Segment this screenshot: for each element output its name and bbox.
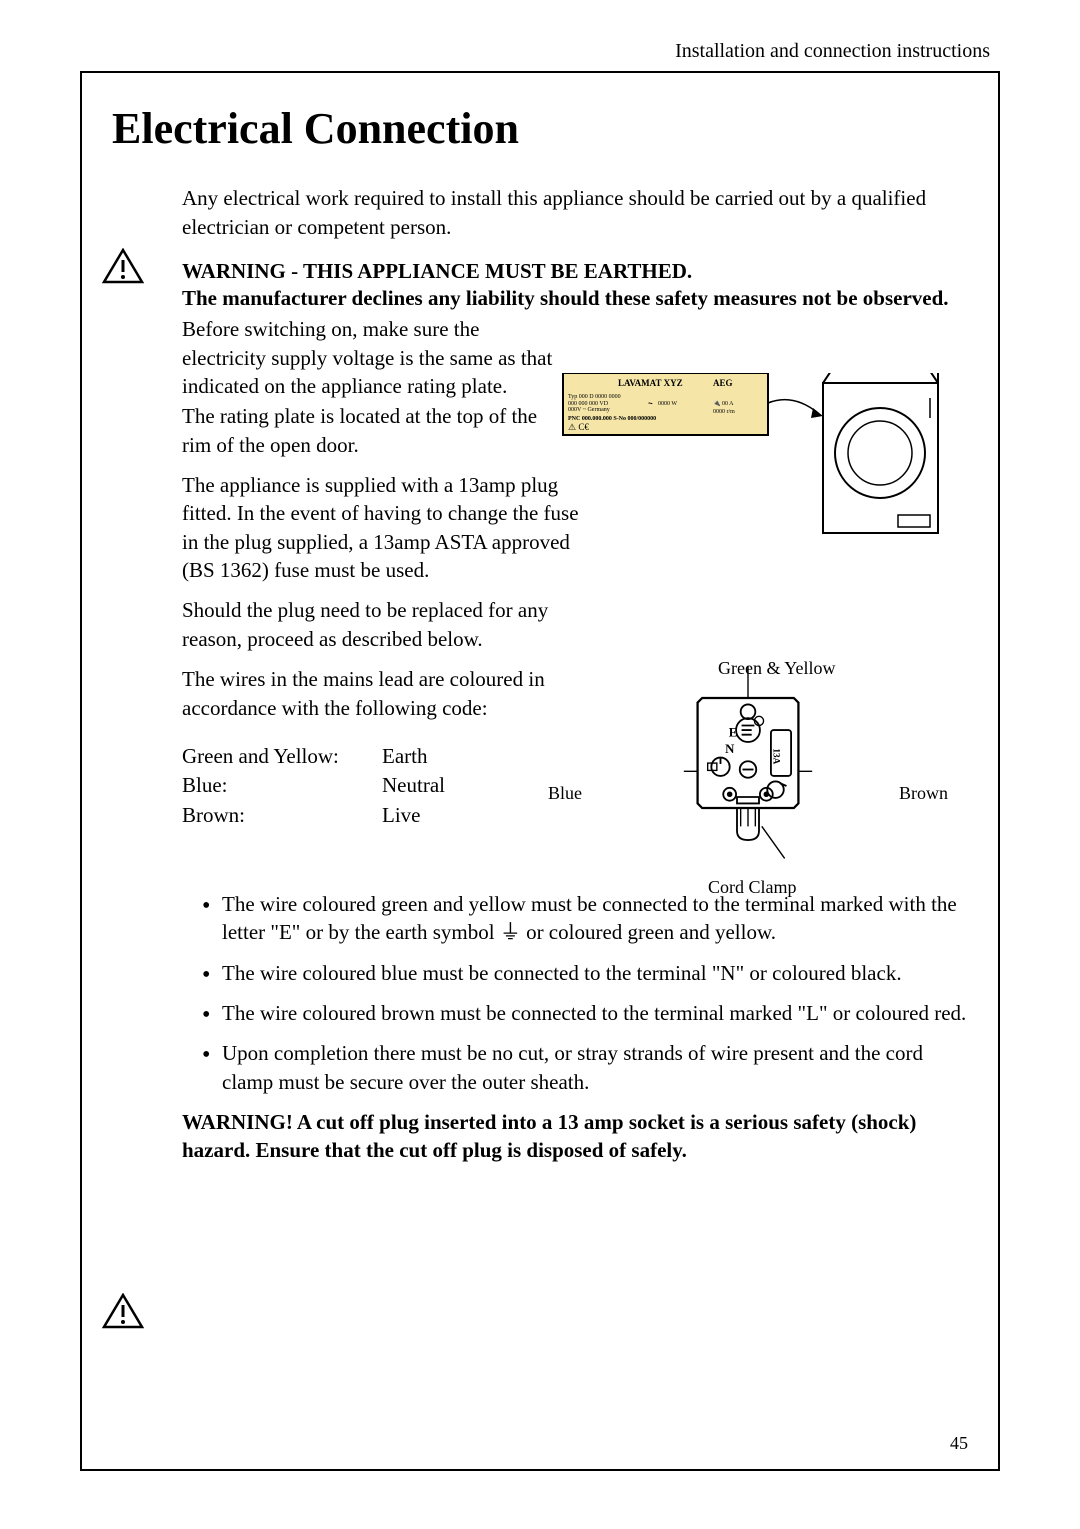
warning-bottom: WARNING! A cut off plug inserted into a …	[182, 1108, 968, 1165]
svg-text:LAVAMAT XYZ: LAVAMAT XYZ	[618, 378, 683, 388]
page-number: 45	[950, 1433, 968, 1454]
warning-heading: WARNING - THIS APPLIANCE MUST BE EARTHED…	[182, 258, 968, 285]
svg-text:⏦: ⏦	[648, 401, 653, 407]
bullet-list: The wire coloured green and yellow must …	[202, 890, 968, 1096]
list-item: The wire coloured green and yellow must …	[202, 890, 968, 947]
svg-text:🔌 00 A: 🔌 00 A	[713, 399, 734, 407]
page-header: Installation and connection instructions	[80, 40, 1000, 63]
list-item: Upon completion there must be no cut, or…	[202, 1039, 968, 1096]
paragraph-3: The appliance is supplied with a 13amp p…	[182, 471, 582, 584]
list-item: The wire coloured blue must be connected…	[202, 959, 968, 987]
paragraph-5: The wires in the mains lead are coloured…	[182, 665, 552, 722]
svg-text:⚠ C€: ⚠ C€	[568, 422, 589, 432]
warning-subheading: The manufacturer declines any liability …	[182, 285, 968, 312]
plug-label-green: Green & Yellow	[718, 658, 836, 679]
main-title: Electrical Connection	[112, 103, 968, 154]
plug-label-blue: Blue	[548, 783, 582, 804]
list-item: The wire coloured brown must be connecte…	[202, 999, 968, 1027]
svg-text:E: E	[729, 726, 738, 740]
color-label: Blue:	[182, 771, 382, 800]
intro-paragraph: Any electrical work required to install …	[182, 184, 968, 243]
plug-diagram: Green & Yellow E 13A N	[568, 643, 928, 868]
color-label: Green and Yellow:	[182, 742, 382, 771]
content-box: Electrical Connection Any electrical wor…	[80, 71, 1000, 1471]
svg-text:000V ~ Germany: 000V ~ Germany	[568, 407, 610, 413]
svg-text:0000 r/m: 0000 r/m	[713, 409, 735, 415]
plug-label-brown: Brown	[899, 783, 948, 804]
warning-icon	[102, 248, 144, 284]
svg-text:Typ 000 D 0000 0000: Typ 000 D 0000 0000	[568, 394, 621, 400]
color-label: Brown:	[182, 801, 382, 830]
paragraph-4: Should the plug need to be replaced for …	[182, 596, 592, 653]
svg-text:0000 W: 0000 W	[658, 401, 677, 407]
paragraph-1: Before switching on, make sure the elect…	[182, 315, 562, 400]
svg-text:AEG: AEG	[713, 378, 733, 388]
paragraph-2: The rating plate is located at the top o…	[182, 402, 562, 459]
warning-icon	[102, 1293, 144, 1329]
svg-text:N: N	[725, 742, 735, 756]
svg-text:13A: 13A	[772, 748, 782, 764]
